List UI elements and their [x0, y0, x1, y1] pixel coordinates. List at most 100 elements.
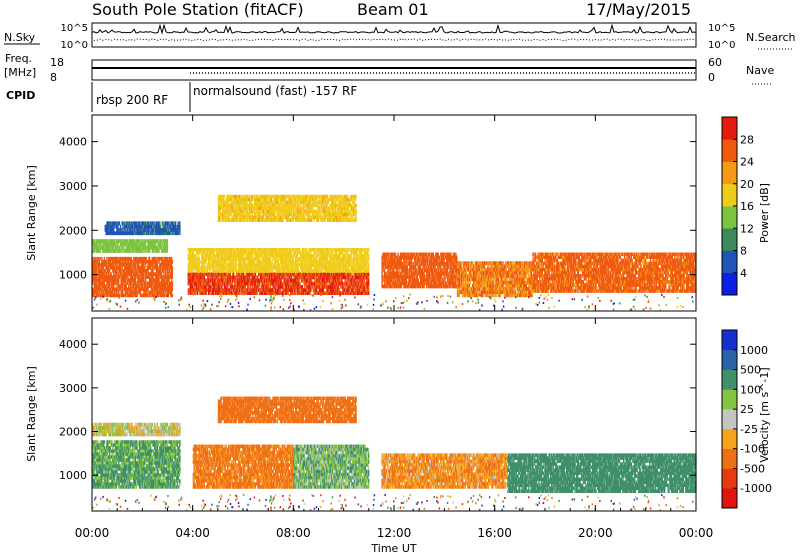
- data-cell: [245, 285, 246, 289]
- data-cell: [122, 285, 123, 289]
- data-cell: [112, 291, 113, 295]
- data-cell: [250, 285, 251, 289]
- data-cell: [163, 272, 164, 276]
- data-cell: [96, 266, 97, 270]
- data-cell: [100, 278, 101, 282]
- freq-label-line1: Freq.: [5, 52, 32, 65]
- data-cell: [194, 272, 195, 276]
- data-cell: [357, 279, 358, 283]
- data-cell: [132, 225, 133, 229]
- data-cell: [230, 272, 231, 276]
- data-cell: [162, 257, 163, 261]
- data-cell: [102, 288, 103, 292]
- nsearch-tick-top: 10^5: [708, 23, 735, 34]
- data-cell: [100, 249, 101, 253]
- data-cell: [192, 291, 193, 295]
- data-cell: [154, 291, 155, 295]
- data-cell: [136, 221, 137, 225]
- data-cell: [172, 285, 173, 289]
- data-cell: [135, 278, 136, 282]
- data-cell: [349, 288, 350, 292]
- cpid-label: CPID: [6, 89, 35, 102]
- data-cell: [275, 288, 276, 292]
- data-cell: [149, 257, 150, 261]
- data-cell: [149, 275, 150, 279]
- data-cell: [279, 291, 280, 295]
- data-cell: [116, 291, 117, 295]
- data-cell: [216, 276, 217, 280]
- data-cell: [221, 285, 222, 289]
- data-cell: [167, 257, 168, 261]
- data-cell: [95, 257, 96, 261]
- data-cell: [143, 263, 144, 267]
- data-cell: [125, 282, 126, 286]
- data-cell: [118, 282, 119, 286]
- data-cell: [121, 272, 122, 276]
- data-cell: [99, 291, 100, 295]
- data-cell: [197, 272, 198, 276]
- data-cell: [145, 249, 146, 253]
- data-cell: [137, 243, 138, 247]
- data-cell: [145, 263, 146, 267]
- data-cell: [218, 282, 219, 286]
- data-cell: [282, 282, 283, 286]
- data-cell: [273, 288, 274, 292]
- data-cell: [106, 263, 107, 267]
- data-cell: [97, 291, 98, 295]
- data-cell: [168, 272, 169, 276]
- data-cell: [99, 260, 100, 264]
- data-cell: [144, 231, 145, 235]
- data-cell: [119, 246, 120, 250]
- data-cell: [364, 282, 365, 286]
- data-cell: [132, 288, 133, 292]
- data-cell: [155, 243, 156, 247]
- data-cell: [239, 288, 240, 292]
- data-cell: [368, 272, 369, 276]
- data-cell: [111, 249, 112, 253]
- data-cell: [131, 282, 132, 286]
- data-cell: [121, 239, 122, 243]
- data-cell: [147, 269, 148, 273]
- data-cell: [145, 282, 146, 286]
- data-cell: [279, 276, 280, 280]
- data-cell: [135, 282, 136, 286]
- data-cell: [141, 228, 142, 232]
- data-cell: [211, 285, 212, 289]
- data-cell: [349, 276, 350, 280]
- data-cell: [223, 279, 224, 283]
- data-cell: [115, 249, 116, 253]
- data-cell: [324, 279, 325, 283]
- data-cell: [339, 288, 340, 292]
- data-cell: [126, 243, 127, 247]
- data-cell: [303, 279, 304, 283]
- data-cell: [319, 279, 320, 283]
- data-cell: [282, 285, 283, 289]
- data-cell: [269, 276, 270, 280]
- data-cell: [347, 282, 348, 286]
- data-cell: [350, 285, 351, 289]
- data-cell: [306, 288, 307, 292]
- data-cell: [157, 266, 158, 270]
- data-cell: [125, 228, 126, 232]
- data-cell: [368, 288, 369, 292]
- data-cell: [237, 279, 238, 283]
- data-cell: [314, 282, 315, 286]
- data-cell: [115, 243, 116, 247]
- data-cell: [163, 269, 164, 273]
- data-cell: [130, 285, 131, 289]
- data-cell: [309, 291, 310, 295]
- data-cell: [283, 291, 284, 295]
- data-cell: [209, 282, 210, 286]
- data-cell: [178, 231, 179, 235]
- data-cell: [139, 221, 140, 225]
- data-cell: [215, 279, 216, 283]
- data-cell: [219, 288, 220, 292]
- data-cell: [341, 279, 342, 283]
- data-cell: [261, 288, 262, 292]
- data-cell: [223, 276, 224, 280]
- data-cell: [316, 282, 317, 286]
- data-cell: [210, 288, 211, 292]
- data-cell: [350, 272, 351, 276]
- data-cell: [197, 291, 198, 295]
- data-cell: [157, 239, 158, 243]
